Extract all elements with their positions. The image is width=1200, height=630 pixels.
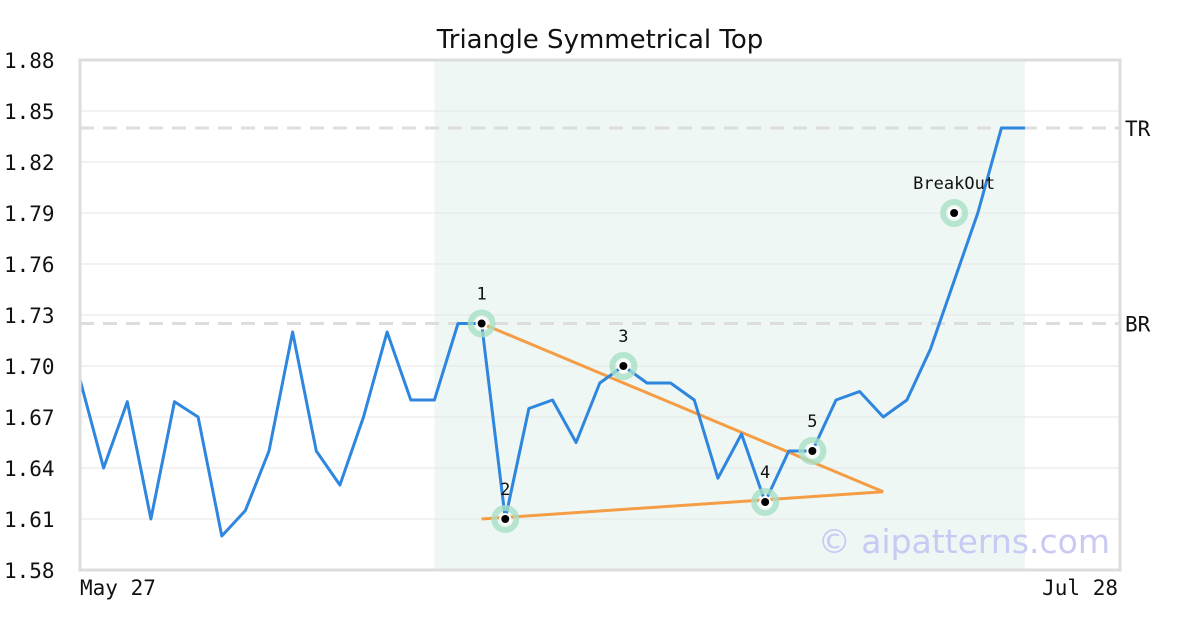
point-label: 2 (500, 480, 510, 500)
y-tick-label: 1.82 (4, 151, 55, 175)
y-tick-label: 1.76 (4, 253, 55, 277)
point-marker (948, 207, 961, 219)
pattern-point-1: 1 (467, 285, 496, 338)
y-tick-label: 1.85 (4, 100, 55, 124)
point-halo (798, 437, 827, 465)
y-tick-label: 1.61 (4, 508, 55, 532)
x-axis-ticks: May 27 Jul 28 (80, 576, 1118, 600)
price-series-line (78, 126, 1025, 538)
x-tick-label: May 27 (80, 576, 156, 600)
point-label: BreakOut (913, 174, 995, 194)
point-label: 1 (477, 285, 487, 305)
pattern-point-2: 2 (491, 480, 520, 533)
y-tick-label: 1.79 (4, 202, 55, 226)
point-label: 3 (618, 327, 628, 347)
pattern-point-breakout: BreakOut (913, 174, 995, 227)
trendline (481, 490, 884, 521)
level-label-br: BR (1125, 313, 1151, 337)
point-marker (475, 317, 488, 330)
point-halo (609, 352, 638, 380)
x-tick-label: Jul 28 (1042, 576, 1118, 600)
y-tick-label: 1.64 (4, 457, 55, 481)
pattern-point-5: 5 (798, 412, 827, 465)
level-lines: TR BR (80, 117, 1151, 337)
point-marker (759, 496, 772, 508)
pattern-points: 1 2 3 4 5 BreakOut (467, 174, 995, 533)
point-halo (940, 199, 969, 227)
point-label: 5 (807, 412, 817, 432)
y-axis-ticks: 1.58 1.61 1.64 1.67 1.70 1.73 1.76 1.79 1.82 1.85… (4, 49, 55, 583)
plot-border (78, 58, 1122, 572)
y-tick-label: 1.73 (4, 304, 55, 328)
point-halo (751, 488, 780, 516)
point-label: 4 (760, 463, 770, 483)
point-halo (467, 309, 496, 338)
y-tick-label: 1.70 (4, 355, 55, 379)
chart-title: Triangle Symmetrical Top (436, 25, 764, 55)
pattern-point-4: 4 (751, 463, 780, 516)
pattern-point-3: 3 (609, 327, 638, 380)
y-tick-label: 1.88 (4, 49, 55, 73)
watermark: © aipatterns.com (818, 522, 1110, 561)
point-marker (806, 445, 819, 457)
point-marker (617, 360, 630, 372)
point-halo (491, 505, 520, 533)
level-label-tr: TR (1125, 117, 1151, 141)
y-tick-label: 1.58 (4, 559, 55, 583)
y-tick-label: 1.67 (4, 406, 55, 430)
point-marker (499, 513, 512, 525)
